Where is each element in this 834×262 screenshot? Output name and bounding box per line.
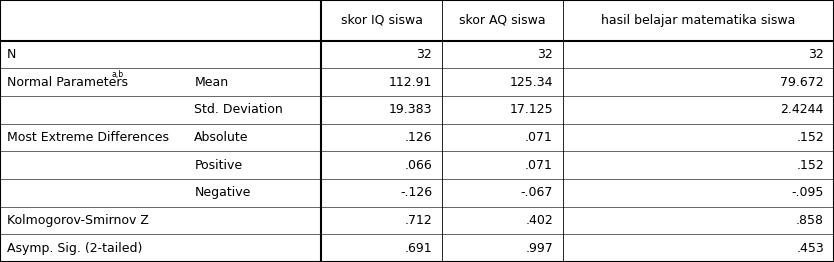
Text: N: N (7, 48, 16, 61)
Text: .152: .152 (796, 159, 824, 172)
Text: Std. Deviation: Std. Deviation (194, 103, 283, 116)
Text: 112.91: 112.91 (389, 76, 432, 89)
Text: skor AQ siswa: skor AQ siswa (460, 14, 545, 27)
Text: Mean: Mean (194, 76, 229, 89)
Text: .453: .453 (796, 242, 824, 255)
Text: .066: .066 (404, 159, 432, 172)
Text: .126: .126 (404, 131, 432, 144)
Text: 32: 32 (416, 48, 432, 61)
Text: Asymp. Sig. (2-tailed): Asymp. Sig. (2-tailed) (7, 242, 142, 255)
Text: 32: 32 (537, 48, 553, 61)
Text: .997: .997 (525, 242, 553, 255)
Text: 32: 32 (808, 48, 824, 61)
Text: .152: .152 (796, 131, 824, 144)
Text: hasil belajar matematika siswa: hasil belajar matematika siswa (601, 14, 796, 27)
Text: -.067: -.067 (520, 186, 553, 199)
Text: Normal Parameters: Normal Parameters (7, 76, 128, 89)
Text: skor IQ siswa: skor IQ siswa (340, 14, 423, 27)
Text: Absolute: Absolute (194, 131, 249, 144)
Text: 17.125: 17.125 (510, 103, 553, 116)
Text: .402: .402 (525, 214, 553, 227)
Text: Most Extreme Differences: Most Extreme Differences (7, 131, 168, 144)
Text: Kolmogorov-Smirnov Z: Kolmogorov-Smirnov Z (7, 214, 148, 227)
Text: 2.4244: 2.4244 (781, 103, 824, 116)
Text: .071: .071 (525, 159, 553, 172)
Text: Positive: Positive (194, 159, 243, 172)
Text: -.095: -.095 (791, 186, 824, 199)
Text: 19.383: 19.383 (389, 103, 432, 116)
Text: 125.34: 125.34 (510, 76, 553, 89)
Text: Negative: Negative (194, 186, 251, 199)
Text: .071: .071 (525, 131, 553, 144)
Text: .858: .858 (796, 214, 824, 227)
Text: -.126: -.126 (399, 186, 432, 199)
Text: 79.672: 79.672 (781, 76, 824, 89)
Text: .712: .712 (404, 214, 432, 227)
Text: .691: .691 (404, 242, 432, 255)
Text: a,b: a,b (112, 70, 124, 79)
